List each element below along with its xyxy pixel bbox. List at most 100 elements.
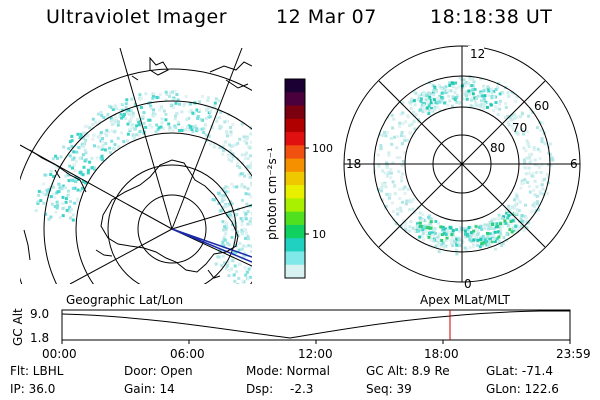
aurora-pixel xyxy=(499,228,503,232)
colorbar-swatch xyxy=(285,224,305,239)
aurora-pixel xyxy=(64,200,68,204)
aurora-pixel xyxy=(420,224,424,228)
altitude-plot: 9.0 1.8 GC Alt 00:00 06:00 12:00 18:00 2… xyxy=(11,307,591,361)
aurora-pixel xyxy=(54,154,58,158)
aurora-pixel xyxy=(112,130,116,134)
aurora-pixel xyxy=(223,230,227,234)
aurora-pixel xyxy=(51,183,54,187)
aurora-pixel xyxy=(492,227,496,231)
aurora-pixel xyxy=(518,115,522,118)
aurora-pixel xyxy=(391,126,395,130)
aurora-pixel xyxy=(257,223,260,226)
aurora-pixel xyxy=(164,90,168,94)
aurora-pixel xyxy=(223,204,227,208)
aurora-pixel xyxy=(85,125,89,129)
aurora-pixel xyxy=(444,91,448,95)
aurora-pixel xyxy=(488,232,492,236)
altitude-curve xyxy=(61,310,570,339)
aurora-pixel xyxy=(69,208,73,212)
aurora-pixel xyxy=(522,228,526,231)
aurora-pixel xyxy=(401,200,404,204)
aurora-pixel xyxy=(503,219,507,223)
aurora-pixel xyxy=(500,244,504,248)
aurora-pixel xyxy=(467,82,470,86)
aurora-pixel xyxy=(403,222,407,226)
aurora-pixel xyxy=(186,125,189,129)
aurora-pixel xyxy=(440,244,444,248)
aurora-pixel xyxy=(546,175,550,179)
aurora-pixel xyxy=(385,192,389,196)
aurora-pixel xyxy=(42,182,46,186)
aurora-pixel xyxy=(427,112,431,115)
aurora-pixel xyxy=(111,108,115,111)
aurora-pixel xyxy=(185,118,189,121)
aurora-pixel xyxy=(482,241,486,244)
aurora-pixel xyxy=(513,116,517,120)
aurora-pixel xyxy=(504,102,508,105)
aurora-pixel xyxy=(498,225,502,229)
aurora-pixel xyxy=(153,112,157,116)
aurora-pixel xyxy=(206,98,210,102)
aurora-pixel xyxy=(440,239,444,242)
colorbar-swatch xyxy=(285,92,305,107)
aurora-pixel xyxy=(256,216,259,219)
aurora-pixel xyxy=(116,136,120,140)
aurora-pixel xyxy=(77,146,81,150)
altitude-xtick-1200: 12:00 xyxy=(298,347,333,361)
aurora-pixel xyxy=(398,156,402,160)
aurora-pixel xyxy=(221,152,225,156)
aurora-pixel xyxy=(245,136,249,140)
aurora-pixel xyxy=(226,213,230,217)
aurora-pixel xyxy=(243,251,247,255)
aurora-pixel xyxy=(402,159,405,163)
aurora-pixel xyxy=(434,244,438,248)
aurora-pixel xyxy=(236,164,239,168)
aurora-pixel xyxy=(388,192,392,196)
aurora-pixel xyxy=(446,233,450,237)
aurora-pixel xyxy=(264,138,267,141)
aurora-pixel xyxy=(394,222,398,226)
aurora-pixel xyxy=(471,88,475,92)
aurora-pixel xyxy=(379,144,383,148)
aurora-pixel xyxy=(390,113,394,117)
aurora-pixel xyxy=(483,223,487,227)
aurora-pixel xyxy=(122,140,126,144)
aurora-pixel xyxy=(437,250,441,254)
aurora-pixel xyxy=(476,233,480,237)
aurora-pixel xyxy=(472,238,476,242)
aurora-pixel xyxy=(212,145,216,149)
aurora-pixel xyxy=(168,94,171,98)
aurora-pixel xyxy=(218,146,222,150)
aurora-pixel xyxy=(489,87,493,91)
aurora-pixel xyxy=(405,199,409,203)
aurora-pixel xyxy=(548,142,552,146)
time-label: 18:18:38 UT xyxy=(430,6,553,28)
aurora-pixel xyxy=(49,169,53,173)
aurora-pixel xyxy=(73,180,77,183)
aurora-pixel xyxy=(520,179,524,183)
aurora-pixel xyxy=(241,172,245,176)
aurora-pixel xyxy=(384,204,388,208)
aurora-pixel xyxy=(418,221,422,225)
aurora-pixel xyxy=(227,154,230,158)
aurora-pixel xyxy=(99,111,103,114)
aurora-pixel xyxy=(403,135,406,138)
aurora-pixel xyxy=(110,122,114,126)
aurora-pixel xyxy=(445,229,449,233)
aurora-pixel xyxy=(244,212,248,216)
aurora-pixel xyxy=(244,236,247,240)
aurora-pixel xyxy=(426,224,430,228)
aurora-pixel xyxy=(512,207,516,210)
aurora-pixel xyxy=(84,134,88,137)
aurora-pixel xyxy=(105,128,109,132)
aurora-pixel xyxy=(418,235,422,239)
aurora-pixel xyxy=(130,125,134,129)
aurora-pixel xyxy=(222,187,226,191)
aurora-pixel xyxy=(226,204,230,208)
aurora-pixel xyxy=(498,99,502,103)
aurora-pixel xyxy=(226,119,229,123)
aurora-pixel xyxy=(421,228,425,232)
aurora-pixel xyxy=(417,118,421,122)
aurora-pixel xyxy=(389,136,393,140)
aurora-pixel xyxy=(455,100,459,104)
